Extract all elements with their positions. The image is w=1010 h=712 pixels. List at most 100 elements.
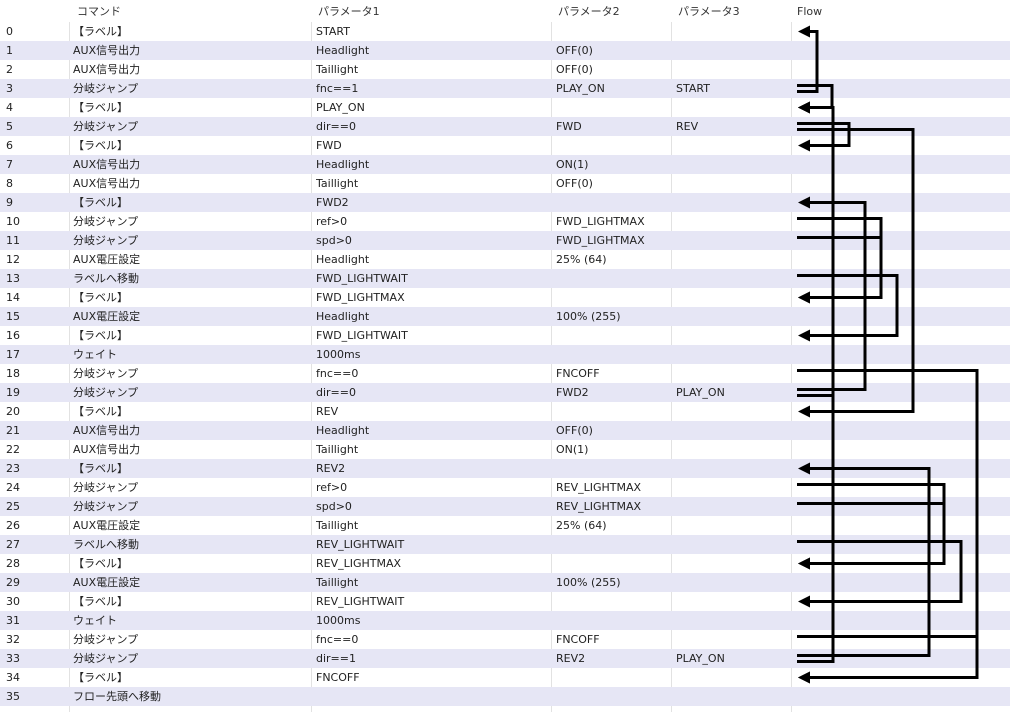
table-row[interactable]: 8 AUX信号出力 Taillight OFF(0) (0, 174, 1010, 193)
row-number: 25 (6, 500, 20, 513)
table-row[interactable]: 33 分岐ジャンプ dir==1 REV2 PLAY_ON (0, 649, 1010, 668)
param1-cell: REV_LIGHTWAIT (316, 538, 405, 551)
table-row[interactable]: 25 分岐ジャンプ spd>0 REV_LIGHTMAX (0, 497, 1010, 516)
table-row[interactable]: 32 分岐ジャンプ fnc==0 FNCOFF (0, 630, 1010, 649)
command-cell: 【ラベル】 (73, 25, 128, 38)
param3-cell (676, 193, 786, 212)
param2-cell (556, 193, 668, 212)
command-cell: 分岐ジャンプ (73, 500, 139, 513)
table-row[interactable]: 5 分岐ジャンプ dir==0 FWD REV (0, 117, 1010, 136)
header-param1[interactable]: パラメータ1 (318, 5, 380, 18)
table-row[interactable]: 2 AUX信号出力 Taillight OFF(0) (0, 60, 1010, 79)
param2-cell (556, 136, 668, 155)
row-number: 12 (6, 253, 20, 266)
header-command[interactable]: コマンド (77, 5, 121, 18)
row-number: 29 (6, 576, 20, 589)
param2-cell (556, 22, 668, 41)
param1-cell: FWD (316, 139, 342, 152)
table-row[interactable]: 0 【ラベル】 START (0, 22, 1010, 41)
param3-cell: REV (676, 120, 699, 133)
param2-cell: FWD_LIGHTMAX (556, 215, 645, 228)
param1-cell: fnc==1 (316, 82, 359, 95)
param1-cell: Headlight (316, 424, 370, 437)
row-number: 35 (6, 690, 20, 703)
table-row[interactable]: 11 分岐ジャンプ spd>0 FWD_LIGHTMAX (0, 231, 1010, 250)
param2-cell: ON(1) (556, 158, 589, 171)
table-row[interactable]: 27 ラベルへ移動 REV_LIGHTWAIT (0, 535, 1010, 554)
row-number: 5 (6, 120, 13, 133)
command-cell: AUX電圧設定 (73, 576, 141, 589)
param2-cell: OFF(0) (556, 44, 593, 57)
table-row[interactable]: 21 AUX信号出力 Headlight OFF(0) (0, 421, 1010, 440)
table-row[interactable]: 16 【ラベル】 FWD_LIGHTWAIT (0, 326, 1010, 345)
command-cell: 分岐ジャンプ (73, 367, 139, 380)
param1-cell: Headlight (316, 158, 370, 171)
table-row[interactable]: 26 AUX電圧設定 Taillight 25% (64) (0, 516, 1010, 535)
table-row[interactable]: 30 【ラベル】 REV_LIGHTWAIT (0, 592, 1010, 611)
table-row[interactable]: 29 AUX電圧設定 Taillight 100% (255) (0, 573, 1010, 592)
table-row[interactable]: 14 【ラベル】 FWD_LIGHTMAX (0, 288, 1010, 307)
table-row[interactable]: 31 ウェイト 1000ms (0, 611, 1010, 630)
param2-cell: OFF(0) (556, 177, 593, 190)
command-cell: 分岐ジャンプ (73, 215, 139, 228)
table-row[interactable]: 3 分岐ジャンプ fnc==1 PLAY_ON START (0, 79, 1010, 98)
row-number: 0 (6, 25, 13, 38)
command-cell: 【ラベル】 (73, 101, 128, 114)
table-row[interactable]: 1 AUX信号出力 Headlight OFF(0) (0, 41, 1010, 60)
table-row[interactable]: 17 ウェイト 1000ms (0, 345, 1010, 364)
row-number: 15 (6, 310, 20, 323)
row-number: 6 (6, 139, 13, 152)
command-cell: フロー先頭へ移動 (73, 690, 161, 703)
command-cell: 【ラベル】 (73, 671, 128, 684)
command-cell: 分岐ジャンプ (73, 652, 139, 665)
param1-cell: dir==0 (316, 386, 356, 399)
header-flow[interactable]: Flow (797, 5, 823, 18)
table-row[interactable]: 6 【ラベル】 FWD (0, 136, 1010, 155)
row-number: 1 (6, 44, 13, 57)
table-row[interactable]: 7 AUX信号出力 Headlight ON(1) (0, 155, 1010, 174)
header-param3[interactable]: パラメータ3 (678, 5, 740, 18)
param2-cell: REV_LIGHTMAX (556, 481, 642, 494)
table-row[interactable]: 28 【ラベル】 REV_LIGHTMAX (0, 554, 1010, 573)
command-cell: 【ラベル】 (73, 196, 128, 209)
param1-cell: REV_LIGHTWAIT (316, 595, 405, 608)
table-row[interactable]: 19 分岐ジャンプ dir==0 FWD2 PLAY_ON (0, 383, 1010, 402)
param1-cell: FWD_LIGHTWAIT (316, 272, 408, 285)
table-row[interactable]: 9 【ラベル】 FWD2 (0, 193, 1010, 212)
param3-cell (676, 364, 786, 383)
table-row[interactable]: 22 AUX信号出力 Taillight ON(1) (0, 440, 1010, 459)
command-cell: 【ラベル】 (73, 595, 128, 608)
row-number: 28 (6, 557, 20, 570)
command-cell: AUX信号出力 (73, 158, 141, 171)
table-row[interactable]: 13 ラベルへ移動 FWD_LIGHTWAIT (0, 269, 1010, 288)
command-cell: AUX信号出力 (73, 44, 141, 57)
table-row[interactable]: 10 分岐ジャンプ ref>0 FWD_LIGHTMAX (0, 212, 1010, 231)
param2-cell: 25% (64) (556, 253, 607, 266)
table-row[interactable]: 18 分岐ジャンプ fnc==0 FNCOFF (0, 364, 1010, 383)
param1-cell: REV2 (316, 462, 346, 475)
table-row[interactable]: 4 【ラベル】 PLAY_ON (0, 98, 1010, 117)
row-number: 4 (6, 101, 13, 114)
param2-cell: FWD_LIGHTMAX (556, 234, 645, 247)
table-row[interactable]: 20 【ラベル】 REV (0, 402, 1010, 421)
header-param2[interactable]: パラメータ2 (558, 5, 620, 18)
param3-cell (676, 250, 786, 269)
param2-cell (556, 269, 668, 288)
param3-cell (676, 573, 786, 592)
row-number: 7 (6, 158, 13, 171)
param3-cell (676, 41, 786, 60)
param3-cell (676, 288, 786, 307)
table-row[interactable]: 23 【ラベル】 REV2 (0, 459, 1010, 478)
param1-cell: Taillight (316, 576, 359, 589)
param1-cell: REV_LIGHTMAX (316, 557, 402, 570)
param3-cell (676, 478, 786, 497)
command-cell: AUX信号出力 (73, 177, 141, 190)
param3-cell (676, 60, 786, 79)
table-row[interactable]: 34 【ラベル】 FNCOFF (0, 668, 1010, 687)
table-row[interactable]: 15 AUX電圧設定 Headlight 100% (255) (0, 307, 1010, 326)
table-row[interactable]: 12 AUX電圧設定 Headlight 25% (64) (0, 250, 1010, 269)
table-row[interactable]: 35 フロー先頭へ移動 (0, 687, 1010, 706)
row-number: 16 (6, 329, 20, 342)
table-row[interactable]: 24 分岐ジャンプ ref>0 REV_LIGHTMAX (0, 478, 1010, 497)
param3-cell (676, 630, 786, 649)
